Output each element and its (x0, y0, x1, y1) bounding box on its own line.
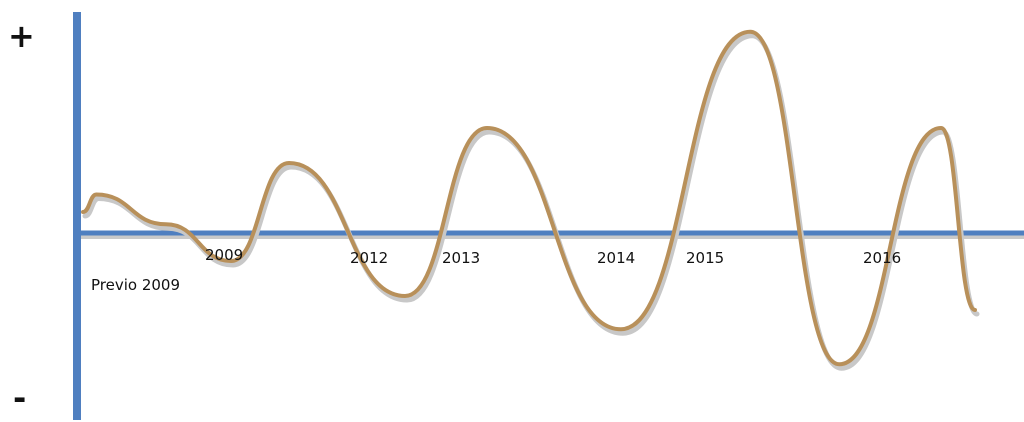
x-tick-label: 2015 (686, 249, 724, 267)
chart-axes (73, 12, 1024, 420)
chart-curve-layer (81, 29, 980, 371)
x-tick-label: 2012 (350, 249, 388, 267)
x-tick-label: Previo 2009 (91, 276, 180, 294)
chart-label-layer: + - Previo 2009 2009 2012 2013 2014 2015 2016 (8, 17, 901, 417)
series-line-shadow (82, 33, 980, 371)
series-line (81, 29, 977, 367)
y-axis-top-label: + (8, 17, 35, 55)
x-tick-label: 2013 (442, 249, 480, 267)
x-tick-label: 2009 (205, 246, 243, 264)
x-tick-label: 2014 (597, 249, 635, 267)
y-axis-bottom-label: - (13, 379, 26, 417)
x-tick-label: 2016 (863, 249, 901, 267)
